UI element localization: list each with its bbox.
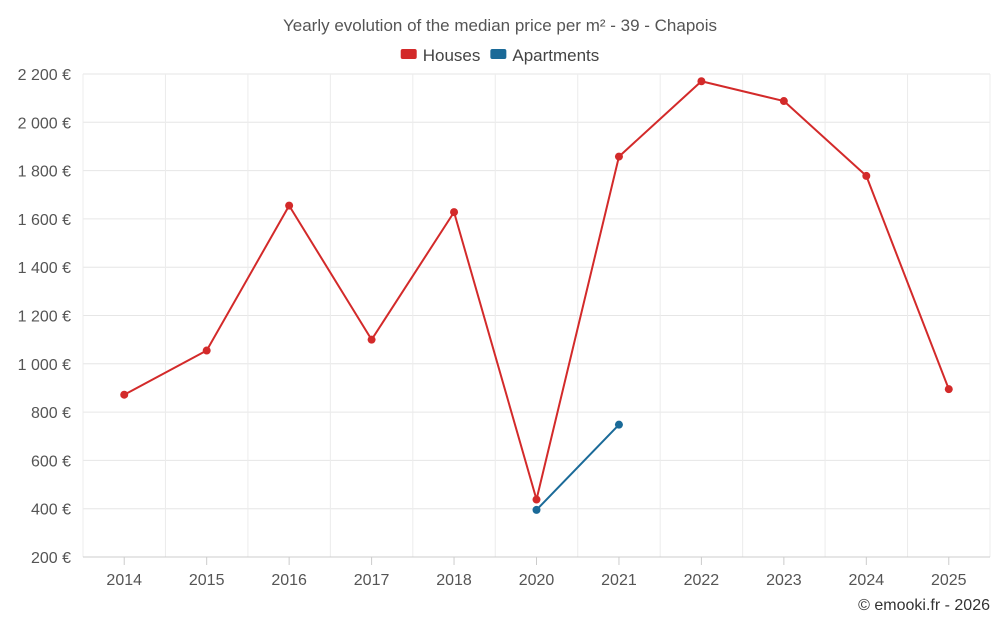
legend-label: Houses	[423, 46, 481, 65]
legend-item-apartments[interactable]: Apartments	[490, 46, 599, 65]
y-tick-label: 1 400 €	[18, 260, 71, 277]
x-tick-label: 2014	[106, 572, 142, 589]
y-tick-label: 600 €	[31, 453, 71, 470]
data-point-houses[interactable]	[614, 152, 623, 161]
x-tick-label: 2018	[436, 572, 472, 589]
data-point-houses[interactable]	[120, 390, 129, 399]
series-group	[120, 77, 953, 514]
legend-item-houses[interactable]: Houses	[400, 46, 481, 65]
x-tick-label: 2022	[684, 572, 720, 589]
y-tick-label: 800 €	[31, 405, 71, 422]
x-tick-label: 2021	[601, 572, 637, 589]
y-tick-label: 2 200 €	[18, 67, 71, 84]
x-tick-label: 2015	[189, 572, 225, 589]
series-line-apartments	[535, 423, 620, 511]
legend-swatch	[400, 49, 417, 59]
y-axis: 200 € 400 € 600 € 800 € 1 000 € 1 200 € 1 400 …	[18, 67, 71, 567]
y-tick-label: 2 000 €	[18, 115, 71, 132]
data-point-houses[interactable]	[944, 385, 953, 394]
y-tick-label: 200 €	[31, 550, 71, 567]
x-tick-label: 2023	[766, 572, 802, 589]
credit-text: © emooki.fr - 2026	[858, 597, 990, 614]
data-point-houses[interactable]	[367, 335, 376, 344]
x-tick-label: 2024	[849, 572, 885, 589]
y-tick-label: 400 €	[31, 502, 71, 519]
gridlines	[82, 73, 991, 558]
chart-title: Yearly evolution of the median price per…	[283, 16, 717, 35]
legend-label: Apartments	[512, 46, 599, 65]
data-point-houses[interactable]	[779, 97, 788, 106]
data-point-houses[interactable]	[532, 495, 541, 504]
x-tick-label: 2025	[931, 572, 967, 589]
data-point-houses[interactable]	[285, 201, 294, 210]
legend-swatch	[490, 49, 507, 59]
data-point-houses[interactable]	[202, 346, 211, 355]
y-tick-label: 1 200 €	[18, 309, 71, 326]
data-point-houses[interactable]	[697, 77, 706, 86]
data-point-apartments[interactable]	[532, 505, 541, 514]
y-tick-label: 1 600 €	[18, 212, 71, 229]
data-point-apartments[interactable]	[614, 420, 623, 429]
y-tick-label: 1 800 €	[18, 164, 71, 181]
legend: Houses Apartments	[400, 46, 599, 65]
data-point-houses[interactable]	[862, 171, 871, 180]
x-tick-label: 2017	[354, 572, 390, 589]
data-point-houses[interactable]	[450, 208, 459, 217]
y-tick-label: 1 000 €	[18, 357, 71, 374]
x-axis: 2014 2015 2016 2017 2018 2020 2021 2022 2023 2024…	[106, 557, 967, 589]
x-tick-label: 2020	[519, 572, 555, 589]
x-tick-label: 2016	[271, 572, 307, 589]
